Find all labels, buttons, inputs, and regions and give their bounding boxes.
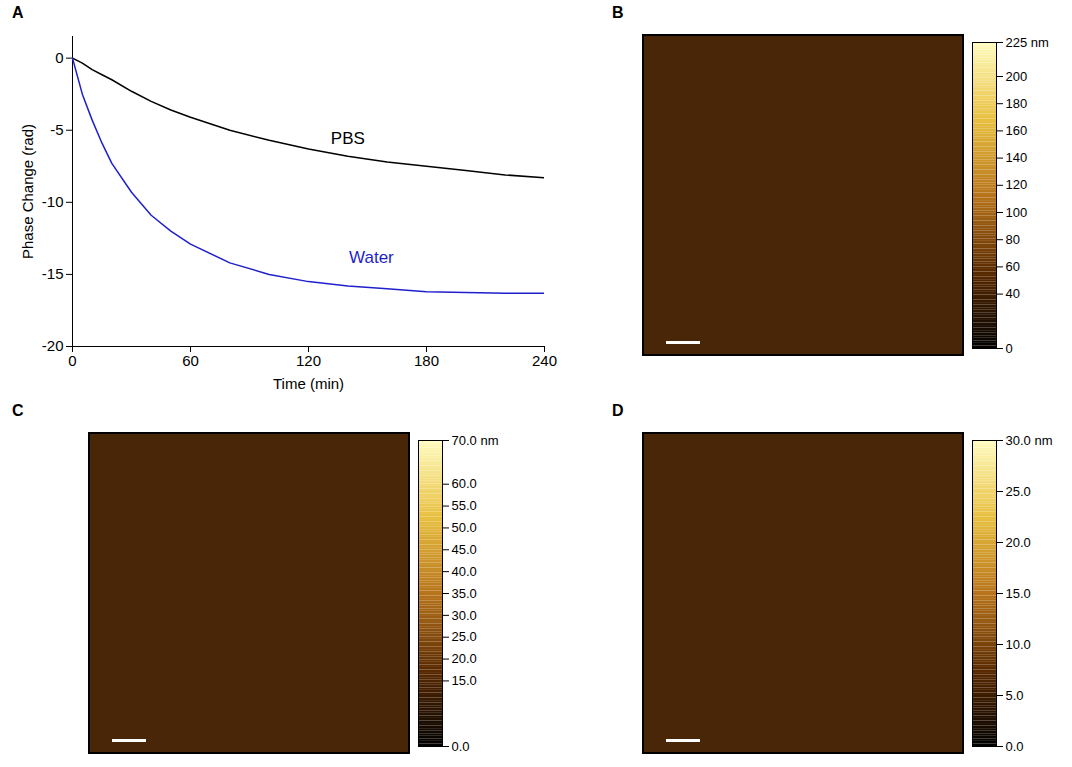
svg-text:100: 100: [1006, 205, 1028, 220]
svg-text:-5: -5: [50, 121, 63, 138]
svg-text:40.0: 40.0: [452, 564, 477, 579]
svg-text:0: 0: [68, 352, 76, 369]
html-text:B: B: [612, 4, 624, 21]
html-text:C: C: [12, 402, 24, 419]
html-text:D: D: [612, 402, 624, 419]
svg-text:40: 40: [1006, 286, 1020, 301]
svg-text:120: 120: [296, 352, 321, 369]
html-text:A: A: [12, 4, 24, 21]
svg-text:PBS: PBS: [331, 129, 365, 148]
svg-text:120: 120: [1006, 177, 1028, 192]
svg-text:55.0: 55.0: [452, 498, 477, 513]
svg-text:140: 140: [1006, 150, 1028, 165]
svg-text:60.0: 60.0: [452, 476, 477, 491]
svg-text:15.0: 15.0: [452, 673, 477, 688]
svg-text:160: 160: [1006, 123, 1028, 138]
svg-text:60: 60: [1006, 259, 1020, 274]
svg-text:0.0: 0.0: [452, 739, 470, 754]
svg-text:25.0: 25.0: [452, 629, 477, 644]
svg-text:-10: -10: [42, 193, 64, 210]
svg-text:200: 200: [1006, 69, 1028, 84]
svg-text:50.0: 50.0: [452, 520, 477, 535]
svg-text:225 nm: 225 nm: [1006, 35, 1049, 50]
svg-text:20.0: 20.0: [1006, 535, 1031, 550]
svg-text:Time (min): Time (min): [273, 375, 344, 392]
svg-text:80: 80: [1006, 232, 1020, 247]
svg-text:240: 240: [532, 352, 557, 369]
svg-text:25.0: 25.0: [1006, 484, 1031, 499]
svg-text:Phase Change (rad): Phase Change (rad): [19, 124, 36, 259]
svg-text:15.0: 15.0: [1006, 586, 1031, 601]
svg-text:5.0: 5.0: [1006, 688, 1024, 703]
svg-text:Water: Water: [349, 248, 394, 267]
svg-text:0: 0: [1006, 341, 1013, 356]
svg-text:30.0: 30.0: [452, 608, 477, 623]
svg-text:0.0: 0.0: [1006, 739, 1024, 754]
svg-text:10.0: 10.0: [1006, 637, 1031, 652]
svg-text:30.0 nm: 30.0 nm: [1006, 433, 1053, 448]
svg-text:0: 0: [55, 49, 63, 66]
svg-text:35.0: 35.0: [452, 586, 477, 601]
svg-text:-20: -20: [42, 337, 64, 354]
svg-text:180: 180: [414, 352, 439, 369]
svg-text:-15: -15: [42, 265, 64, 282]
svg-text:70.0 nm: 70.0 nm: [452, 433, 499, 448]
svg-text:180: 180: [1006, 96, 1028, 111]
svg-text:60: 60: [182, 352, 199, 369]
svg-text:45.0: 45.0: [452, 542, 477, 557]
svg-text:20.0: 20.0: [452, 651, 477, 666]
